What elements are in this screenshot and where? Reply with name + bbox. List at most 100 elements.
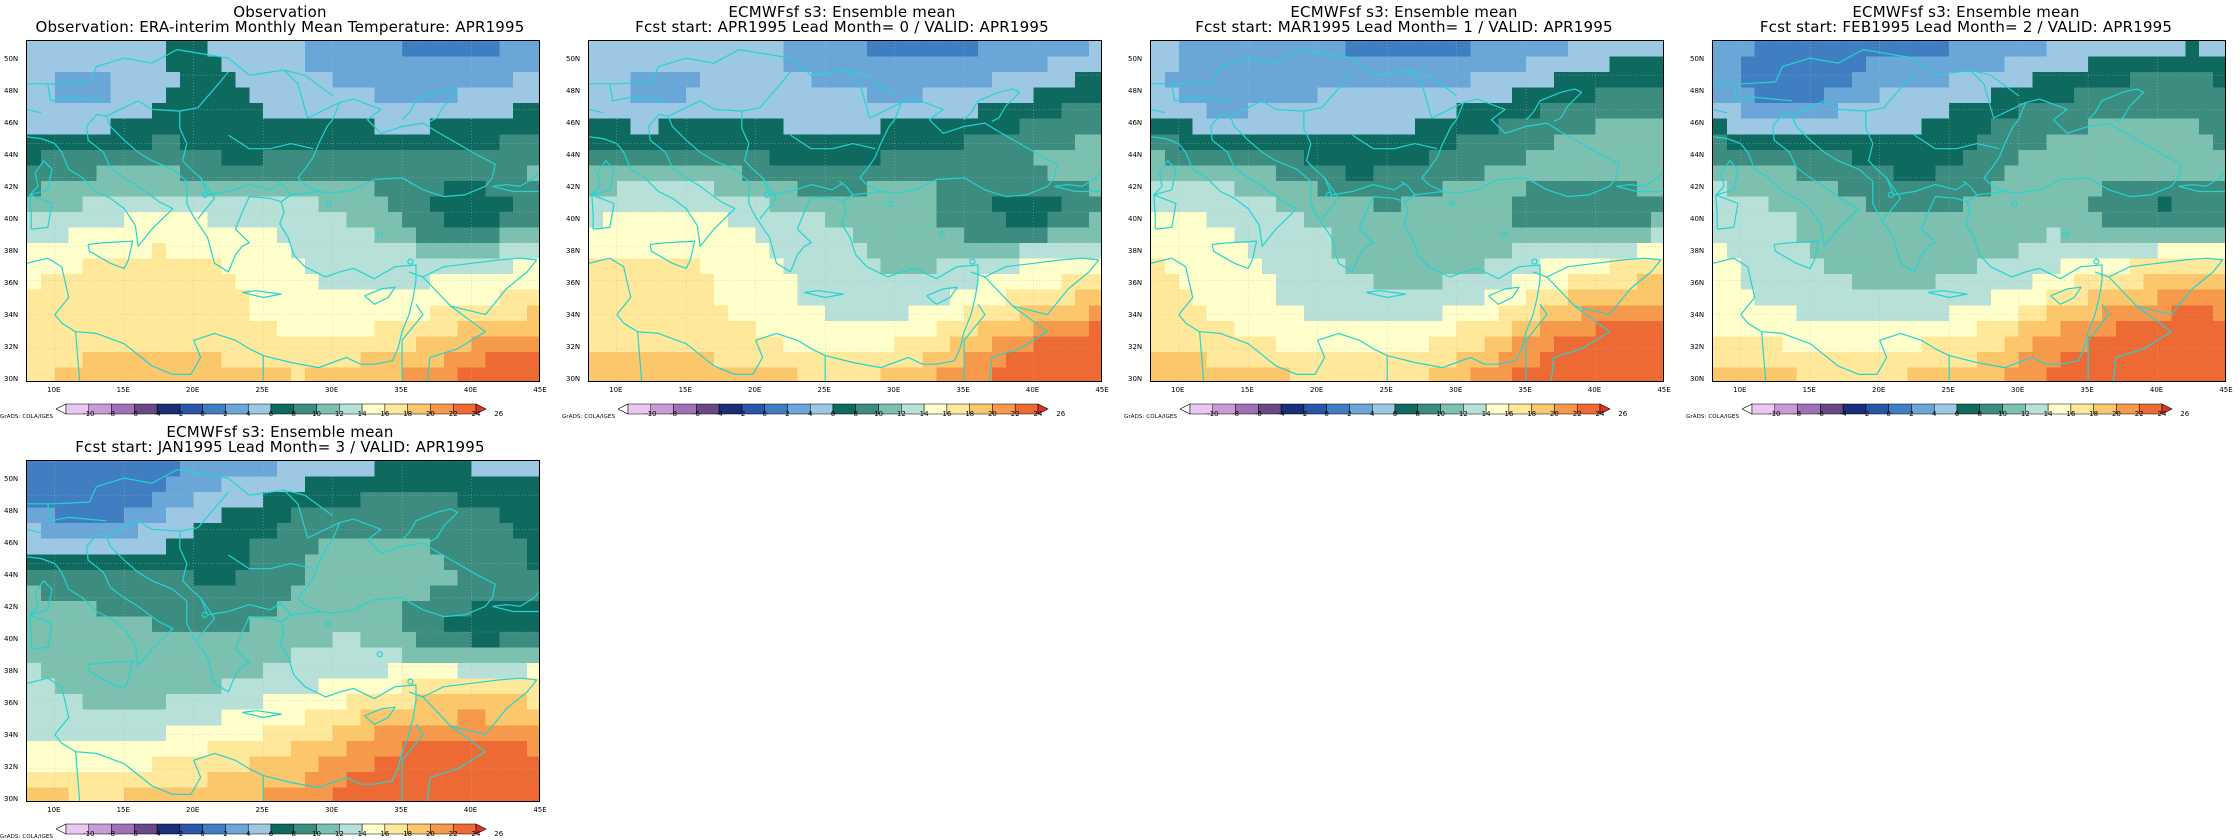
- colorbar: [55, 823, 487, 835]
- colorbar-tick-label: 16: [942, 410, 952, 418]
- graticule: [1713, 41, 2225, 381]
- colorbar-tick-label: 0: [200, 410, 205, 418]
- longitude-tick-label: 35E: [394, 806, 408, 814]
- colorbar-tick-label: -8: [1794, 410, 1802, 418]
- shaded-field: [1713, 41, 2225, 381]
- coastlines: [1713, 49, 2225, 381]
- colorbar-tick-label: -6: [692, 410, 700, 418]
- longitude-tick-label: 15E: [1802, 386, 1816, 394]
- colorbar-tick-label: -6: [130, 830, 138, 838]
- colorbar: [1741, 403, 2173, 415]
- latitude-tick-label: 50N: [4, 475, 19, 483]
- latitude-tick-label: 34N: [1690, 311, 1705, 319]
- latitude-tick-label: 42N: [1128, 183, 1143, 191]
- latitude-tick-label: 46N: [566, 119, 581, 127]
- latitude-tick-label: 48N: [1690, 87, 1705, 95]
- colorbar-tick-label: 6: [268, 410, 274, 418]
- longitude-tick-label: 10E: [1733, 386, 1747, 394]
- colorbar-tick-label: 4: [1931, 410, 1937, 418]
- colorbar: [1179, 403, 1611, 415]
- colorbar-tick-label: 4: [245, 410, 251, 418]
- colorbar-tick-label: 14: [357, 410, 367, 418]
- colorbar-wrapper: [55, 400, 506, 419]
- colorbar-tick-label: 10: [312, 830, 322, 838]
- longitude-tick-label: 15E: [1240, 386, 1254, 394]
- latitude-tick-label: 36N: [4, 699, 19, 707]
- colorbar-tick-label: 18: [403, 410, 413, 418]
- panel-subtitle: Fcst start: FEB1995 Lead Month= 2 / VALI…: [1759, 18, 2173, 36]
- colorbar-tick-label: 22: [1572, 410, 1582, 418]
- longitude-tick-label: 30E: [886, 386, 901, 394]
- grads-credit: GrADS: COLA/IGES: [562, 414, 616, 420]
- latitude-tick-label: 34N: [1128, 311, 1143, 319]
- colorbar-tick-label: 2: [223, 410, 228, 418]
- latitude-tick-label: 34N: [566, 311, 581, 319]
- colorbar-tick-label: 12: [334, 830, 344, 838]
- longitude-tick-label: 45E: [1657, 386, 1671, 394]
- longitude-tick-label: 20E: [748, 386, 762, 394]
- longitude-tick-label: 10E: [47, 806, 61, 814]
- colorbar-tick-label: 18: [965, 410, 975, 418]
- colorbar-tick-label: -8: [1232, 410, 1240, 418]
- colorbar-tick-label: 8: [291, 410, 296, 418]
- latitude-tick-label: 36N: [1690, 279, 1705, 287]
- longitude-tick-label: 35E: [394, 386, 408, 394]
- panel-subtitle: Fcst start: APR1995 Lead Month= 0 / VALI…: [635, 18, 1049, 36]
- latitude-tick-label: 48N: [566, 87, 581, 95]
- longitude-tick-label: 10E: [47, 386, 61, 394]
- latitude-tick-label: 48N: [1128, 87, 1143, 95]
- latitude-tick-label: 30N: [4, 795, 19, 803]
- latitude-tick-label: 44N: [4, 571, 19, 579]
- coastlines: [27, 49, 539, 381]
- colorbar-tick-label: 14: [357, 830, 367, 838]
- longitude-tick-label: 10E: [609, 386, 623, 394]
- colorbar-tick-label: 6: [1954, 410, 1960, 418]
- colorbar-tick-label: 4: [245, 830, 251, 838]
- latitude-tick-label: 32N: [1128, 343, 1143, 351]
- shaded-field: [27, 41, 539, 381]
- colorbar-tick-label: 26: [1618, 410, 1628, 418]
- latitude-tick-label: 42N: [1690, 183, 1705, 191]
- colorbar-tick-label: 8: [853, 410, 858, 418]
- colorbar-tick-label: 20: [425, 410, 435, 418]
- longitude-tick-label: 20E: [1310, 386, 1324, 394]
- colorbar-tick-label: 24: [471, 410, 481, 418]
- colorbar-wrapper: [55, 820, 506, 839]
- longitude-tick-label: 20E: [186, 386, 200, 394]
- colorbar-tick-label: 8: [291, 830, 296, 838]
- colorbar-tick-label: 20: [425, 830, 435, 838]
- latitude-tick-label: 42N: [4, 603, 19, 611]
- temperature-map: [1151, 41, 1663, 381]
- panel-title: Observation: [233, 3, 327, 21]
- latitude-tick-label: 42N: [566, 183, 581, 191]
- colorbar-tick-label: 2: [1909, 410, 1914, 418]
- colorbar-tick-label: -2: [738, 410, 746, 418]
- colorbar-tick-label: 2: [1347, 410, 1352, 418]
- longitude-tick-label: 40E: [2149, 386, 2164, 394]
- colorbar-tick-label: -4: [1277, 410, 1285, 418]
- colorbar-tick-label: -10: [1769, 410, 1781, 418]
- colorbar-tick-label: 0: [200, 830, 205, 838]
- latitude-tick-label: 44N: [1690, 151, 1705, 159]
- longitude-tick-label: 30E: [324, 386, 339, 394]
- colorbar-tick-label: -2: [176, 830, 184, 838]
- temperature-map: [27, 41, 539, 381]
- map-frame: [1712, 40, 2226, 382]
- latitude-tick-label: 50N: [4, 55, 19, 63]
- colorbar-tick-label: 16: [1504, 410, 1514, 418]
- colorbar-tick-label: -10: [645, 410, 657, 418]
- colorbar-tick-label: 12: [334, 410, 344, 418]
- colorbar-tick-label: -4: [153, 830, 161, 838]
- longitude-tick-label: 15E: [116, 386, 130, 394]
- latitude-tick-label: 36N: [4, 279, 19, 287]
- panel-subtitle: Fcst start: MAR1995 Lead Month= 1 / VALI…: [1195, 18, 1613, 36]
- longitude-tick-label: 35E: [956, 386, 970, 394]
- colorbar-tick-label: 0: [1886, 410, 1891, 418]
- map-panel: ECMWFsf s3: Ensemble mean Fcst start: JAN…: [0, 420, 560, 840]
- longitude-tick-label: 20E: [186, 806, 200, 814]
- map-frame: [26, 460, 540, 802]
- latitude-tick-label: 50N: [566, 55, 581, 63]
- colorbar-tick-label: 26: [494, 410, 504, 418]
- latitude-tick-label: 32N: [1690, 343, 1705, 351]
- longitude-tick-label: 10E: [1171, 386, 1185, 394]
